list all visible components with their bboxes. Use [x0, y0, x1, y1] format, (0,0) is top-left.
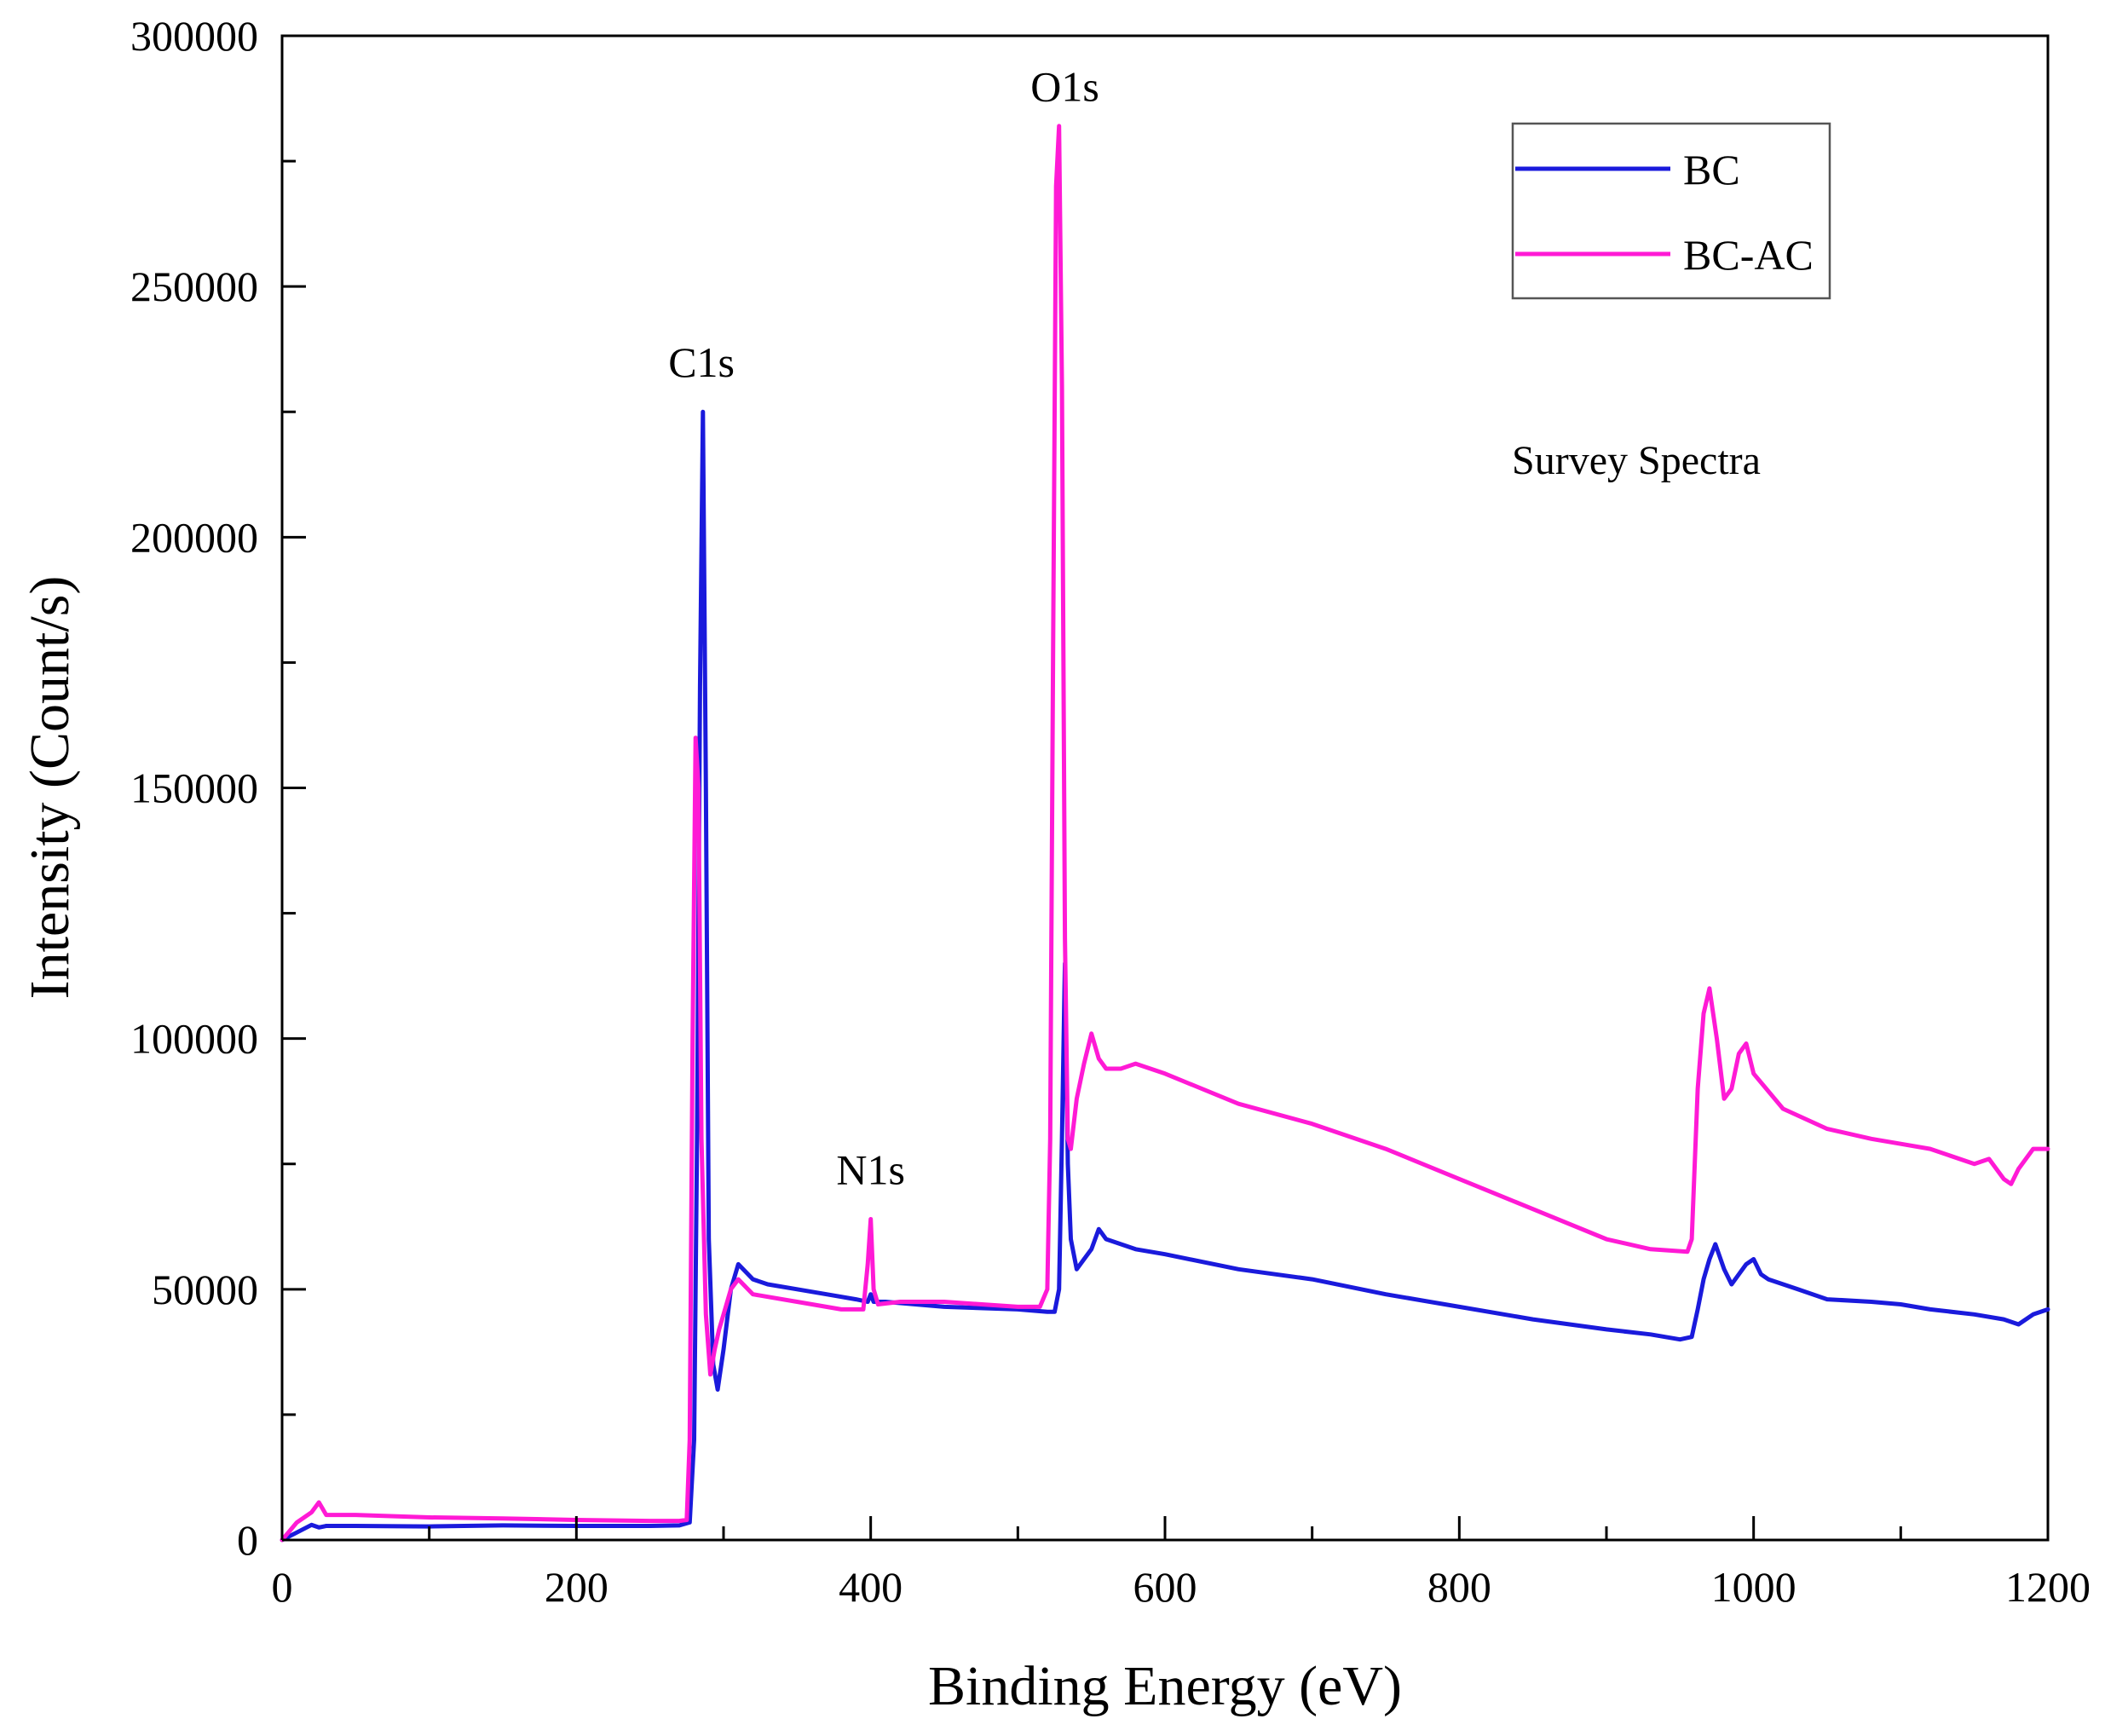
x-tick-label-600: 600 — [1133, 1563, 1197, 1611]
y-tick-label-300000: 300000 — [130, 12, 258, 60]
x-tick-label-200: 200 — [545, 1563, 608, 1611]
axis-layer: 0 200 400 600 800 1000 1200 0 50000 100000 150000 2… — [130, 12, 2091, 1611]
y-tick-label-0: 0 — [237, 1516, 258, 1564]
survey-spectra-annotation: Survey Spectra — [1512, 438, 1761, 483]
y-tick-label-100000: 100000 — [130, 1015, 258, 1063]
series-line-bc-ac — [280, 124, 2050, 1543]
legend-label-bc-ac: BC-AC — [1683, 231, 1814, 279]
y-tick-label-150000: 150000 — [130, 764, 258, 812]
x-tick-label-400: 400 — [839, 1563, 903, 1611]
peak-label-n1s: N1s — [836, 1145, 905, 1193]
peak-label-o1s: O1s — [1030, 62, 1099, 110]
x-tick-label-1200: 1200 — [2005, 1563, 2091, 1611]
legend-box — [1511, 122, 1831, 300]
x-tick-label-800: 800 — [1427, 1563, 1491, 1611]
series-layer — [280, 124, 2050, 1543]
x-tick-label-1000: 1000 — [1711, 1563, 1796, 1611]
legend-label-bc: BC — [1683, 146, 1740, 193]
x-axis-title: Binding Energy (eV) — [928, 1655, 1402, 1717]
peak-label-c1s: C1s — [668, 338, 735, 386]
series-line-bc — [280, 409, 2050, 1543]
y-axis-title: Intensity (Count/s) — [19, 576, 81, 1000]
y-tick-label-250000: 250000 — [130, 262, 258, 310]
legend: BC BC-AC — [1511, 122, 1831, 300]
x-tick-label-0: 0 — [272, 1563, 293, 1611]
y-tick-label-200000: 200000 — [130, 513, 258, 561]
y-tick-label-50000: 50000 — [152, 1266, 258, 1313]
